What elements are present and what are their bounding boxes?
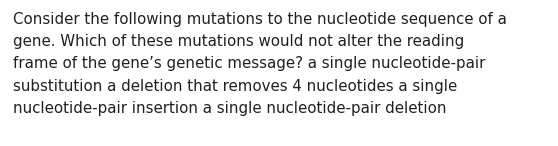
Text: substitution a deletion that removes 4 nucleotides a single: substitution a deletion that removes 4 n… (13, 79, 457, 94)
Text: frame of the gene’s genetic message? a single nucleotide-pair: frame of the gene’s genetic message? a s… (13, 56, 485, 71)
Text: Consider the following mutations to the nucleotide sequence of a: Consider the following mutations to the … (13, 12, 507, 27)
Text: gene. Which of these mutations would not alter the reading: gene. Which of these mutations would not… (13, 34, 464, 49)
Text: nucleotide-pair insertion a single nucleotide-pair deletion: nucleotide-pair insertion a single nucle… (13, 101, 446, 116)
